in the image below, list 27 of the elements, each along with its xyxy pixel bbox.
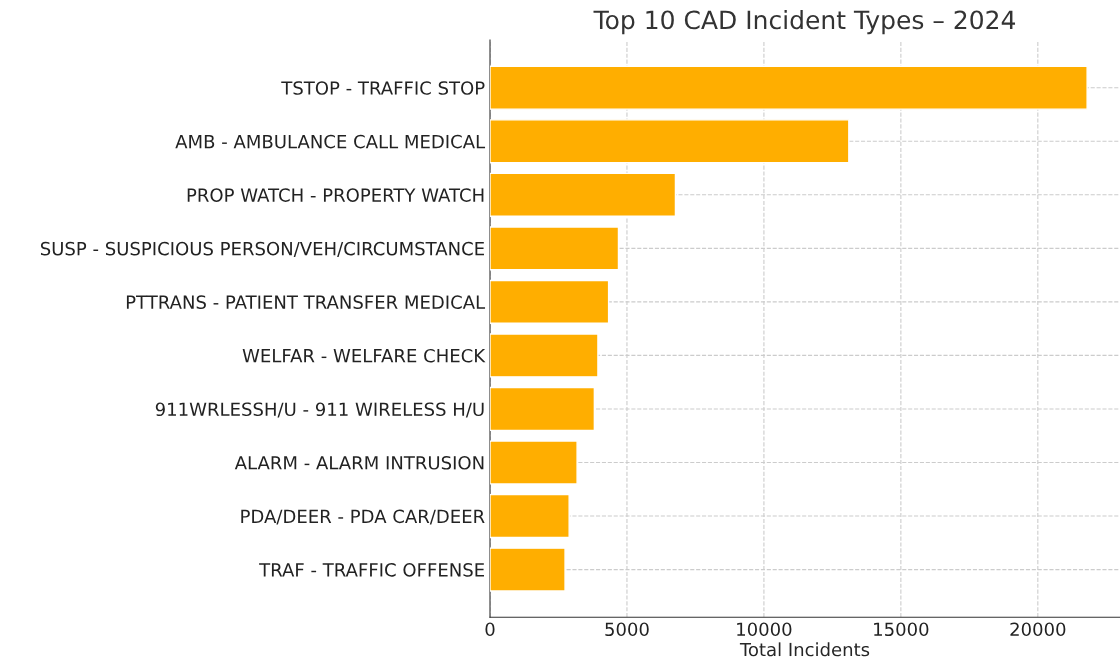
bar	[490, 226, 620, 271]
y-tick-label: AMB - AMBULANCE CALL MEDICAL	[175, 134, 486, 149]
y-tick-label: WELFAR - WELFARE CHECK	[242, 348, 486, 363]
chart-title: Top 10 CAD Incident Types – 2024	[593, 9, 1016, 35]
bar	[490, 333, 599, 378]
y-tick-label: PROP WATCH - PROPERTY WATCH	[187, 188, 484, 202]
bar	[490, 493, 570, 539]
bar	[490, 386, 596, 432]
bar	[490, 547, 566, 592]
y-tick-label: ALARM - ALARM INTRUSION	[234, 455, 484, 470]
x-tick-label: 0	[485, 622, 495, 637]
x-tick-label: 5000	[605, 622, 649, 637]
bar	[490, 172, 677, 217]
bar	[490, 279, 610, 324]
y-tick-label: SUSP - SUSPICIOUS PERSON/VEH/CIRCUMSTANCE	[40, 241, 484, 257]
x-axis-title: Total Incidents	[739, 642, 870, 657]
y-tick-label: PDA/DEER - PDA CAR/DEER	[241, 509, 485, 525]
y-tick-label: PTTRANS - PATIENT TRANSFER MEDICAL	[126, 295, 486, 309]
bar	[490, 119, 850, 164]
bar	[490, 440, 578, 485]
y-tick-label: TRAF - TRAFFIC OFFENSE	[259, 563, 484, 577]
y-tick-label: 911WRLESSH/U - 911 WIRELESS H/U	[155, 402, 484, 418]
x-tick-label: 15000	[874, 622, 929, 637]
x-tick-label: 20000	[1010, 622, 1066, 637]
x-tick-label: 10000	[737, 622, 792, 637]
y-tick-label: TSTOP - TRAFFIC STOP	[281, 81, 485, 95]
bar	[490, 65, 1088, 110]
